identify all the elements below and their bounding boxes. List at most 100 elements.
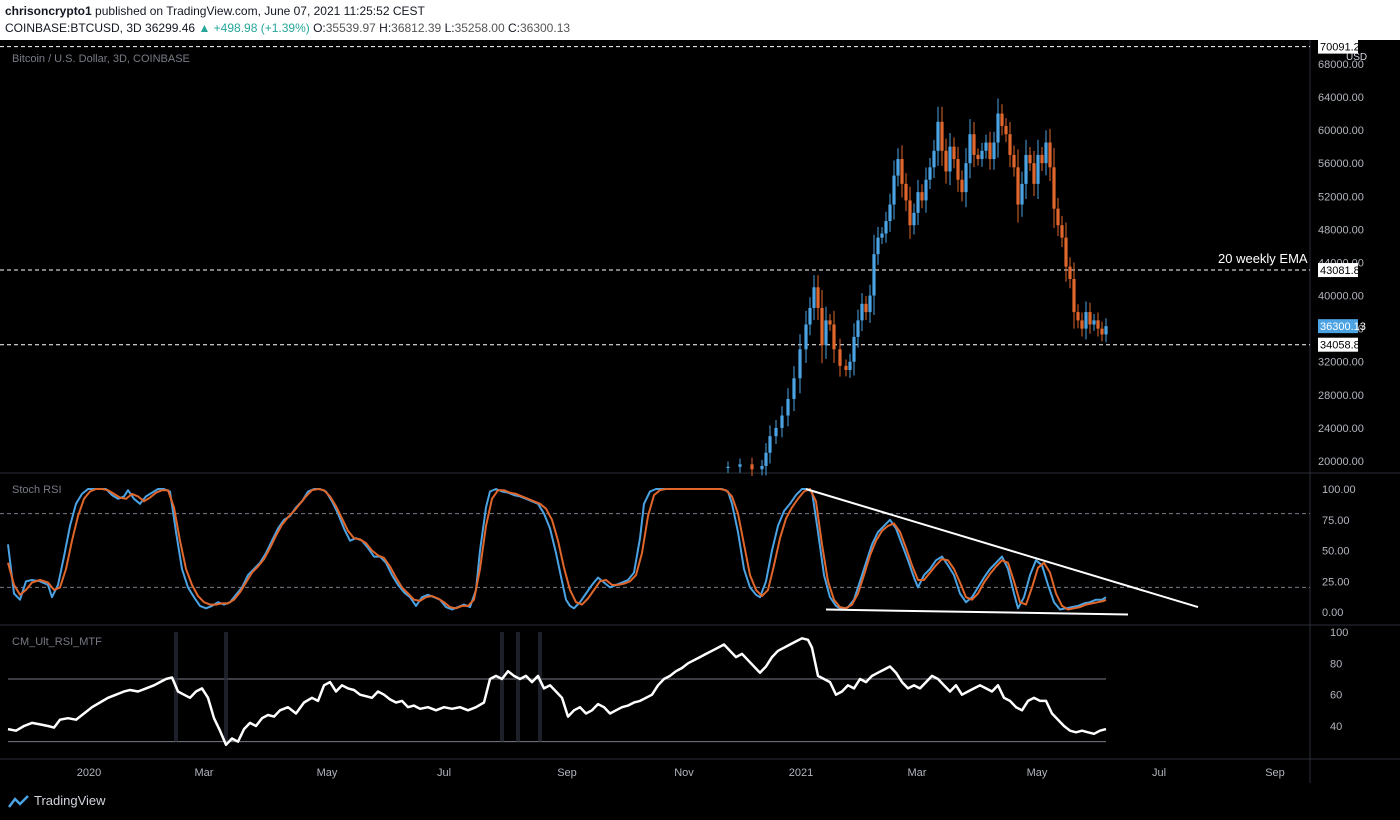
candle-body [916, 192, 920, 213]
tradingview-brand: TradingView [34, 793, 106, 808]
chart-header: chrisoncrypto1 published on TradingView.… [0, 0, 1400, 40]
time-tick-label: Mar [195, 767, 214, 779]
candle-body [780, 415, 784, 428]
price-label-support: 34058.87 [1320, 340, 1366, 352]
candle-body [936, 121, 940, 151]
candle-body [852, 336, 856, 362]
price-pane-title: Bitcoin / U.S. Dollar, 3D, COINBASE [12, 53, 190, 65]
candle-body [1092, 320, 1096, 325]
rsi-pane-title: CM_Ult_RSI_MTF [12, 636, 102, 648]
candle-body [884, 221, 888, 234]
candle-body [848, 361, 852, 370]
candle-body [1040, 154, 1044, 164]
chart-background [0, 40, 1400, 783]
time-tick-label: Jul [437, 767, 451, 779]
close-value: 36300.13 [519, 21, 571, 35]
open-label: O: [313, 21, 326, 35]
price-tick-label: 20000.00 [1318, 456, 1364, 468]
candle-body [920, 192, 924, 201]
candle-body [1008, 134, 1012, 155]
time-tick-label: Nov [674, 767, 694, 779]
candle-body [774, 427, 778, 437]
candle-body [816, 287, 820, 308]
candle-body [964, 163, 968, 193]
candle-body [768, 436, 772, 453]
candle-body [944, 150, 948, 172]
candle-body [892, 175, 896, 205]
candle-body [880, 233, 884, 238]
candle-body [1060, 225, 1064, 238]
price-label-box [1318, 263, 1358, 278]
candle-body [912, 212, 916, 226]
candle-body [1064, 237, 1068, 267]
candle-body [1032, 163, 1036, 184]
symbol-label: COINBASE:BTCUSD, 3D [5, 21, 142, 35]
stoch-pane-title: Stoch RSI [12, 484, 62, 496]
price-tick-label: 48000.00 [1318, 224, 1364, 236]
price-tick-label: 56000.00 [1318, 158, 1364, 170]
rsi-shade-marker [516, 632, 520, 742]
stoch-rsi-pane[interactable]: Stoch RSI 100.00 75.00 50.00 25.00 0.00 [0, 484, 1400, 626]
stoch-series-k [7, 488, 1107, 611]
candle-body [980, 150, 984, 160]
rsi-tick-label: 100 [1330, 627, 1348, 639]
price-pane[interactable]: 20000.0024000.0028000.0032000.0036000.00… [0, 40, 1400, 783]
tradingview-logo[interactable]: TradingView [8, 793, 106, 809]
rsi-tick-label: 80 [1330, 658, 1342, 670]
high-value: 36812.39 [391, 21, 442, 35]
candle-body [808, 307, 812, 325]
stoch-tick-label: 50.00 [1322, 546, 1350, 558]
candle-body [828, 320, 832, 325]
time-tick-label: Sep [557, 767, 577, 779]
candle-body [1080, 320, 1084, 329]
candle-body [932, 150, 936, 168]
stoch-tick-label: 0.00 [1322, 607, 1343, 619]
candle-body [1004, 125, 1008, 135]
cm-rsi-pane[interactable]: CM_Ult_RSI_MTF 100 80 60 40 [0, 627, 1400, 760]
ohlc-line: COINBASE:BTCUSD, 3D 36299.46 ▲ +498.98 (… [5, 21, 570, 35]
candle-body [1084, 312, 1088, 329]
time-axis[interactable]: 2020 Mar May Jul Sep Nov 2021 Mar May Jul Sep [77, 767, 1285, 779]
candle-body [792, 378, 796, 399]
rsi-tick-label: 40 [1330, 721, 1342, 733]
candle-body [738, 464, 742, 467]
footer: TradingView [0, 783, 1400, 820]
currency-label: USD [1346, 52, 1367, 63]
candle-body [988, 142, 992, 160]
ema-annotation: 20 weekly EMA [1218, 251, 1308, 266]
candle-body [872, 254, 876, 296]
author-name[interactable]: chrisoncrypto1 [5, 4, 92, 18]
candle-body [1016, 167, 1020, 205]
candle-body [804, 324, 808, 350]
low-label: L: [444, 21, 455, 35]
candle-body [1036, 154, 1040, 184]
price-tick-label: 60000.00 [1318, 125, 1364, 137]
candle-body [1072, 279, 1076, 313]
stoch-trendline [825, 608, 1129, 616]
candle-body [1052, 167, 1056, 209]
candle-body [1100, 328, 1104, 335]
chart-canvas[interactable]: 20000.0024000.0028000.0032000.0036000.00… [0, 40, 1400, 783]
time-tick-label: May [1027, 767, 1048, 779]
candle-body [896, 159, 900, 176]
candle-body [968, 134, 972, 164]
candle-body [838, 349, 842, 366]
low-value: 35258.00 [454, 21, 505, 35]
candle-body [824, 320, 828, 346]
candle-body [1020, 183, 1024, 205]
candle-body [750, 464, 754, 470]
candle-body [760, 465, 764, 470]
price-label-top: 70091.23 [1320, 42, 1366, 54]
price-label-last: 36300.13 [1320, 321, 1366, 333]
price-label-ema: 43081.89 [1320, 265, 1366, 277]
candle-body [856, 320, 860, 337]
candle-body [844, 365, 848, 370]
candle-body [726, 466, 730, 468]
price-tick-label: 64000.00 [1318, 92, 1364, 104]
candle-body [786, 398, 790, 416]
candle-body [820, 307, 824, 346]
price-label-box [1318, 40, 1358, 54]
open-value: 35539.97 [325, 21, 376, 35]
price-tick-label: 24000.00 [1318, 423, 1364, 435]
candle-body [1044, 142, 1048, 164]
